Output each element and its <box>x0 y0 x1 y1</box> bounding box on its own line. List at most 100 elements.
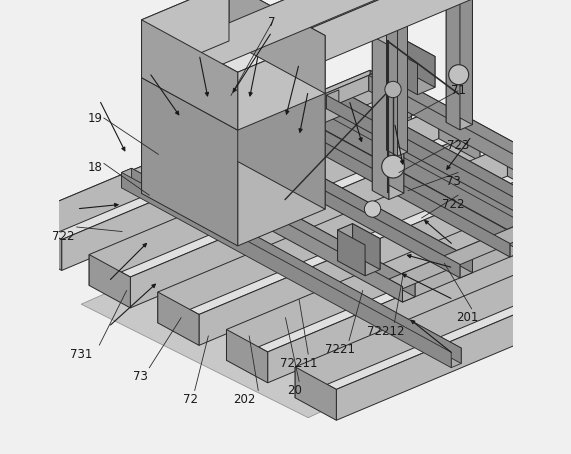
Polygon shape <box>276 111 522 243</box>
Polygon shape <box>446 0 459 123</box>
Text: 7221: 7221 <box>325 343 355 356</box>
Polygon shape <box>389 39 404 200</box>
Polygon shape <box>555 139 571 185</box>
Polygon shape <box>158 145 508 323</box>
Polygon shape <box>369 70 381 91</box>
Polygon shape <box>122 168 131 188</box>
Polygon shape <box>142 20 238 130</box>
Polygon shape <box>169 159 183 182</box>
Polygon shape <box>389 279 403 302</box>
Text: 72212: 72212 <box>367 325 404 338</box>
Polygon shape <box>169 70 381 175</box>
Polygon shape <box>372 30 387 191</box>
Polygon shape <box>211 0 511 109</box>
Text: 202: 202 <box>234 393 256 406</box>
Polygon shape <box>173 140 200 186</box>
Text: 72211: 72211 <box>280 357 318 370</box>
Polygon shape <box>142 0 325 72</box>
Text: 71: 71 <box>451 84 465 97</box>
Polygon shape <box>339 90 571 231</box>
Polygon shape <box>370 70 411 123</box>
Text: 722: 722 <box>442 198 465 211</box>
Polygon shape <box>296 95 571 279</box>
Polygon shape <box>268 205 571 383</box>
Text: 201: 201 <box>456 311 478 324</box>
Text: 73: 73 <box>446 175 461 188</box>
Polygon shape <box>182 154 415 297</box>
Polygon shape <box>390 49 417 95</box>
Polygon shape <box>89 108 439 286</box>
Polygon shape <box>229 41 325 209</box>
Polygon shape <box>296 95 307 114</box>
Polygon shape <box>169 154 182 175</box>
Polygon shape <box>170 0 470 86</box>
Polygon shape <box>158 145 549 315</box>
Circle shape <box>449 65 469 85</box>
Polygon shape <box>397 5 408 156</box>
Polygon shape <box>295 220 571 390</box>
Polygon shape <box>369 75 571 218</box>
Polygon shape <box>89 255 130 308</box>
Polygon shape <box>169 70 395 167</box>
Polygon shape <box>352 224 380 270</box>
Text: 18: 18 <box>87 162 102 174</box>
Polygon shape <box>122 168 461 352</box>
Polygon shape <box>21 70 370 248</box>
Text: 19: 19 <box>87 112 102 124</box>
Polygon shape <box>89 108 480 277</box>
Polygon shape <box>387 0 408 10</box>
Polygon shape <box>307 95 571 290</box>
Polygon shape <box>169 154 415 286</box>
Polygon shape <box>459 0 472 125</box>
Text: 722: 722 <box>52 230 74 242</box>
Text: 73: 73 <box>133 370 148 383</box>
Polygon shape <box>417 56 435 95</box>
Polygon shape <box>296 99 571 294</box>
Polygon shape <box>142 41 229 193</box>
Polygon shape <box>229 0 325 94</box>
Polygon shape <box>183 78 395 182</box>
Polygon shape <box>62 93 411 271</box>
Polygon shape <box>408 41 435 87</box>
Polygon shape <box>295 367 336 420</box>
Polygon shape <box>369 70 571 202</box>
Polygon shape <box>227 137 460 278</box>
Polygon shape <box>173 134 215 155</box>
Polygon shape <box>289 111 522 252</box>
Circle shape <box>364 201 381 217</box>
Polygon shape <box>122 173 451 368</box>
Polygon shape <box>460 0 472 130</box>
Polygon shape <box>276 111 289 129</box>
Polygon shape <box>327 90 339 109</box>
Polygon shape <box>21 217 62 271</box>
Polygon shape <box>0 0 571 86</box>
Polygon shape <box>169 159 403 302</box>
Polygon shape <box>0 0 571 175</box>
Polygon shape <box>390 41 408 80</box>
Polygon shape <box>387 30 404 193</box>
Polygon shape <box>446 0 460 130</box>
Polygon shape <box>510 238 522 257</box>
Circle shape <box>381 155 404 178</box>
Polygon shape <box>439 108 480 161</box>
Polygon shape <box>227 183 571 360</box>
Polygon shape <box>227 183 571 352</box>
Polygon shape <box>227 132 239 151</box>
Polygon shape <box>337 230 365 276</box>
Polygon shape <box>200 149 215 186</box>
Polygon shape <box>158 292 199 345</box>
Text: 723: 723 <box>447 139 469 152</box>
Polygon shape <box>239 132 472 273</box>
Polygon shape <box>381 70 395 93</box>
Polygon shape <box>390 41 435 64</box>
Polygon shape <box>508 145 549 198</box>
Polygon shape <box>170 48 211 109</box>
Polygon shape <box>389 190 571 286</box>
Polygon shape <box>365 239 380 276</box>
Text: 20: 20 <box>287 384 302 397</box>
Polygon shape <box>142 78 238 246</box>
Polygon shape <box>560 217 571 236</box>
Polygon shape <box>336 242 571 420</box>
Polygon shape <box>327 95 560 236</box>
Polygon shape <box>372 30 404 45</box>
